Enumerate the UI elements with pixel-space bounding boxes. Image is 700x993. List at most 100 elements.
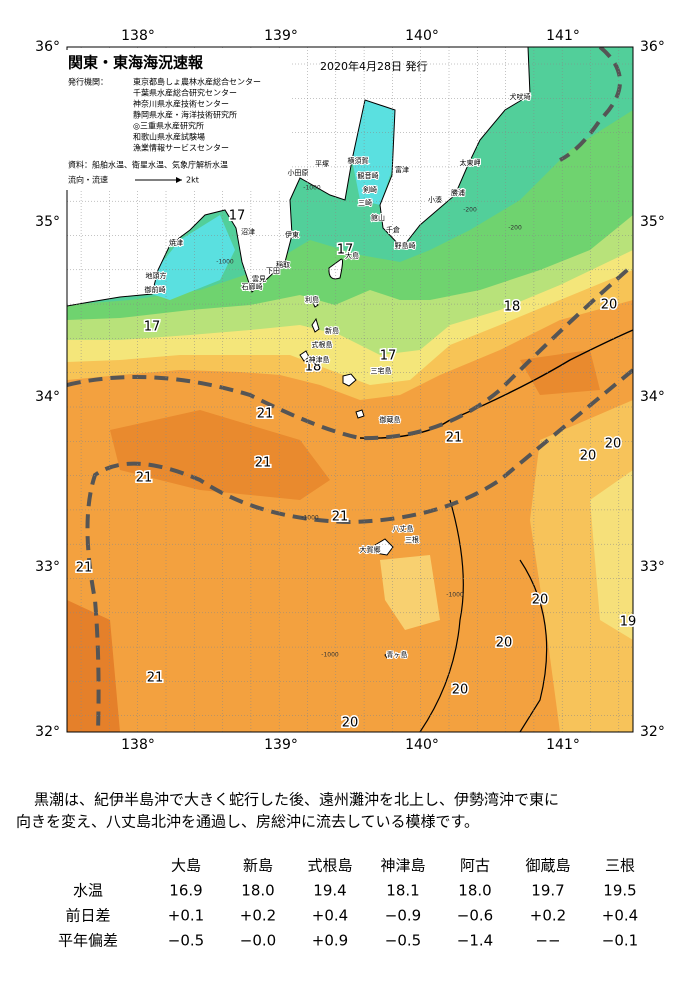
contour-label: 17 bbox=[337, 243, 354, 258]
depth-label: -1000 bbox=[446, 592, 464, 599]
place-name: 八丈島 bbox=[393, 524, 414, 533]
place-name: 式根島 bbox=[312, 340, 333, 349]
table-cell: 18.0 bbox=[458, 882, 491, 900]
place-name: 館山 bbox=[371, 213, 385, 222]
place-name: 横須賀 bbox=[348, 156, 369, 165]
table-cell: −− bbox=[535, 932, 560, 950]
table-cell: +0.4 bbox=[312, 907, 348, 925]
table-cell: −0.1 bbox=[602, 932, 638, 950]
legend-speed: 2kt bbox=[186, 176, 199, 185]
table-cell: −0.5 bbox=[385, 932, 421, 950]
warm-patch bbox=[67, 600, 120, 732]
place-name: 石廊崎 bbox=[242, 282, 263, 291]
contour-label: 21 bbox=[255, 456, 272, 471]
table-cell: +0.4 bbox=[602, 907, 638, 925]
lon-label: 139° bbox=[264, 28, 298, 44]
row-label: 前日差 bbox=[65, 907, 110, 925]
contour-label: 20 bbox=[496, 636, 513, 651]
info-box bbox=[66, 50, 291, 190]
lat-label: 35° bbox=[640, 214, 665, 230]
agency: 漁業情報サービスセンター bbox=[133, 143, 229, 153]
place-name: 野島崎 bbox=[395, 241, 416, 250]
cool-patch bbox=[530, 400, 633, 732]
table-cell: 19.4 bbox=[313, 882, 346, 900]
place-name: 利島 bbox=[305, 295, 319, 304]
place-name: 剣崎 bbox=[363, 185, 377, 194]
lon-label: 141° bbox=[546, 737, 580, 753]
lon-label: 138° bbox=[121, 28, 155, 44]
legend-label: 流向・流速 bbox=[68, 175, 108, 185]
place-name: 犬吠埼 bbox=[510, 92, 531, 101]
row-label: 平年偏差 bbox=[58, 932, 118, 950]
agency: 静岡県水産・海洋技術研究所 bbox=[133, 110, 237, 120]
table-header: 大島 bbox=[171, 857, 201, 875]
graticule bbox=[67, 47, 633, 732]
lat-label: 32° bbox=[35, 724, 60, 740]
contour-label: 20 bbox=[601, 298, 618, 313]
table-header: 三根 bbox=[605, 857, 635, 875]
place-name: 地頭方 bbox=[146, 271, 167, 280]
cool-patch bbox=[590, 470, 633, 640]
contour-label: 20 bbox=[342, 716, 359, 731]
lon-label: 140° bbox=[405, 737, 439, 753]
agency: ◎三重県水産研究所 bbox=[133, 121, 204, 131]
legend-arrow-head bbox=[176, 177, 182, 183]
contour-label: 21 bbox=[446, 431, 463, 446]
lat-label: 33° bbox=[640, 559, 665, 575]
bay-cyan bbox=[140, 215, 235, 300]
lat-label: 34° bbox=[35, 389, 60, 405]
lat-label: 32° bbox=[640, 724, 665, 740]
contour-label: 21 bbox=[257, 407, 274, 422]
table-cell: −1.4 bbox=[457, 932, 493, 950]
issue-date: 2020年4月28日 発行 bbox=[320, 59, 428, 73]
table-header: 神津島 bbox=[380, 857, 425, 875]
place-name: 伊東 bbox=[285, 230, 299, 239]
kuroshio-axis bbox=[67, 263, 633, 441]
contour-label: 17 bbox=[229, 209, 246, 224]
contour-label: 21 bbox=[332, 510, 349, 525]
table-cell: −0.9 bbox=[385, 907, 421, 925]
table-cell: 18.0 bbox=[241, 882, 274, 900]
table-cell: +0.2 bbox=[530, 907, 566, 925]
bay-cyan bbox=[350, 100, 395, 205]
place-name: 新島 bbox=[325, 326, 339, 335]
warm-patch bbox=[110, 410, 330, 500]
sources: 資料：船舶水温、衛星水温、気象庁解析水温 bbox=[68, 160, 228, 170]
depth-label: -1000 bbox=[321, 652, 339, 659]
contour-label: 21 bbox=[76, 561, 93, 576]
contour-label: 20 bbox=[580, 449, 597, 464]
table-header: 阿古 bbox=[460, 857, 490, 875]
place-name: 青ヶ島 bbox=[387, 650, 408, 659]
table-header: 式根島 bbox=[307, 857, 352, 875]
place-name: 三根 bbox=[405, 535, 419, 544]
table-cell: −0.5 bbox=[168, 932, 204, 950]
lat-label: 36° bbox=[640, 39, 665, 55]
place-name: 三崎 bbox=[358, 198, 372, 207]
place-name: 焼津 bbox=[169, 238, 183, 247]
contour-label: 20 bbox=[532, 593, 549, 608]
place-name: 稲取 bbox=[276, 260, 290, 269]
table-cell: −0.0 bbox=[240, 932, 276, 950]
place-name: 下田 bbox=[266, 267, 280, 275]
table-cell: +0.9 bbox=[312, 932, 348, 950]
lon-label: 140° bbox=[405, 28, 439, 44]
map-title: 関東・東海海況速報 bbox=[68, 54, 204, 72]
contour-label: 21 bbox=[136, 471, 153, 486]
place-name: 御前崎 bbox=[145, 285, 166, 294]
table-cell: −0.6 bbox=[457, 907, 493, 925]
lat-label: 36° bbox=[35, 39, 60, 55]
contour-label: 20 bbox=[605, 437, 622, 452]
place-name: 千倉 bbox=[386, 225, 400, 234]
contour-label: 19 bbox=[620, 615, 637, 630]
table-cell: +0.1 bbox=[168, 907, 204, 925]
lon-label: 139° bbox=[264, 737, 298, 753]
row-label: 水温 bbox=[73, 882, 103, 900]
agency: 東京都島しょ農林水産総合センター bbox=[133, 77, 261, 87]
description-line: 向きを変え、八丈島北沖を通過し、房総沖に流去している模様です。 bbox=[16, 813, 479, 831]
lat-label: 34° bbox=[640, 389, 665, 405]
table-header: 新島 bbox=[243, 857, 273, 875]
contour-label: 17 bbox=[144, 320, 161, 335]
depth-label: -200 bbox=[508, 225, 522, 232]
